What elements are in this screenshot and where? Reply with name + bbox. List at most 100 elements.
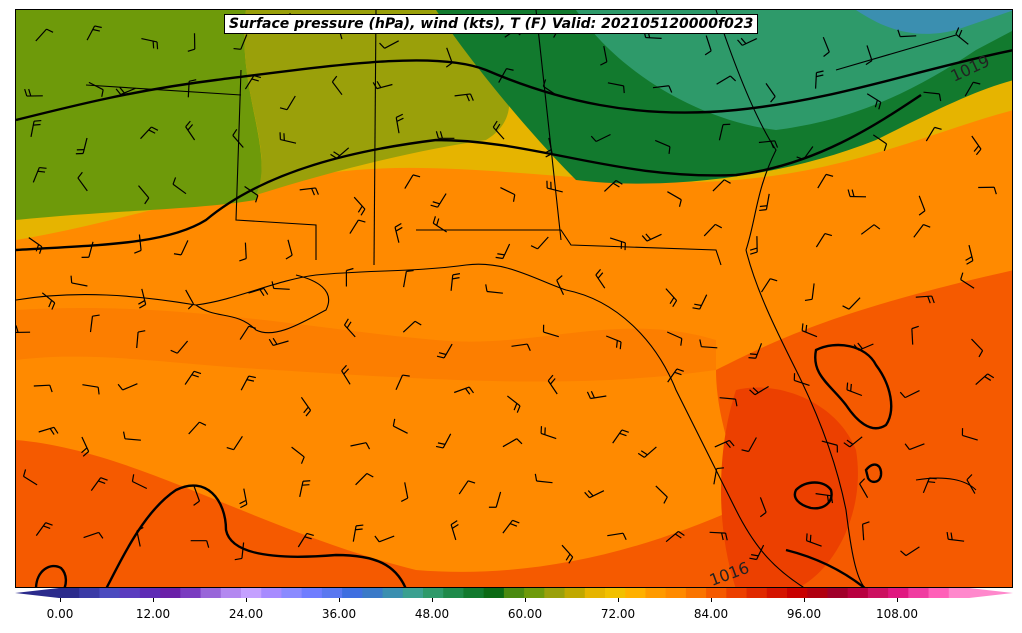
wind-barb [450,520,459,541]
isobar-low-east-2 [864,463,883,483]
wind-barb [24,88,43,97]
colorbar-tick-label: 84.00 [693,607,729,621]
wind-barb [75,137,88,155]
wind-barb [530,236,549,250]
wind-barb [299,480,311,498]
colorbar-swatch [180,588,202,598]
state-border-al-ga [535,10,562,241]
wind-barb [595,268,606,289]
wind-barb [234,542,245,561]
wind-barb [279,132,297,144]
wind-barb [291,446,305,464]
wind-barb [511,343,531,351]
wind-barb [239,488,248,509]
wind-barb [131,474,148,490]
wind-barb [699,339,718,349]
colorbar-swatch [584,588,606,598]
colorbar-swatch [79,588,100,598]
wind-barb [134,234,142,254]
wind-barb [904,443,925,451]
wind-barb [507,395,521,413]
colorbar-tick [804,598,805,602]
wind-barb [300,396,312,417]
wind-barb [86,25,102,41]
state-border-fl-ga [416,229,722,266]
wind-barb [136,526,144,547]
wind-barb [403,269,414,288]
colorbar-swatch [503,588,525,598]
wind-barb [35,28,54,42]
wind-barb [138,185,150,205]
wind-barb [82,384,100,395]
wind-barb [637,446,657,458]
colorbar-swatch [948,588,970,598]
wind-barb [960,272,975,289]
wind-barb [83,531,104,539]
wind-barb [187,79,197,98]
wind-barb [454,93,474,102]
colorbar-swatch [564,588,586,598]
temperature-band-deepgreen-northeast [576,10,1012,130]
wind-barb [760,278,778,293]
colorbar-tick-label: 12.00 [135,607,171,621]
wind-barb [402,320,422,333]
colorbar-swatch [625,588,646,598]
wind-barb [435,433,452,449]
colorbar-swatch [443,588,464,598]
wind-barb [502,519,520,534]
colorbar-tick [897,598,898,602]
wind-barb [955,27,969,45]
wind-barb [652,85,673,93]
colorbar-swatch [321,588,343,598]
wind-barb [915,295,935,304]
temperature-band-hottest-peninsula [721,387,858,587]
wind-barb [749,385,769,396]
wind-barb [556,275,565,296]
colorbar-swatch [766,588,788,598]
wind-barb [748,343,763,359]
wind-barb [759,193,770,212]
wind-barb [374,535,395,543]
wind-barb [918,195,926,216]
wind-barb [542,324,559,338]
wind-barb [172,177,187,195]
colorbar-swatch [160,588,181,598]
wind-barb [544,137,553,158]
isobar-low-east-3 [793,481,833,510]
colorbar-tick [618,598,619,602]
wind-barb [822,36,830,57]
wind-barb [187,33,196,52]
wind-barb [605,335,622,350]
colorbar-swatch [423,588,444,598]
wind-barb [244,74,262,90]
colorbar-tick [153,598,154,602]
wind-barb [975,373,995,386]
wind-barb [404,174,421,189]
wind-barb [185,120,196,141]
colorbar-swatch [665,588,687,598]
isobar-1019 [16,94,922,252]
colorbar-swatch [483,588,505,598]
wind-barb [847,189,867,198]
colorbar-extend-low [15,588,59,598]
colorbar-swatch [807,588,828,598]
colorbar-tick-label: 0.00 [46,607,74,621]
wind-barb [299,187,319,196]
isobar-lines [16,49,1012,587]
colorbar-swatch [241,588,262,598]
wind-barb [765,83,776,103]
wind-barb [352,524,364,542]
colorbar-swatch [200,588,222,598]
wind-barb [355,472,374,486]
wind-barb [492,120,505,140]
wind-barb [185,289,194,310]
wind-barb [561,544,574,564]
colorbar-swatch [605,588,626,598]
colorbar-swatch [908,588,930,598]
wind-barb [714,439,735,448]
wind-barb [971,338,984,358]
wind-barb [372,81,393,90]
wind-barb [70,275,88,287]
state-border-tn [85,84,242,96]
wind-barb [122,431,141,441]
